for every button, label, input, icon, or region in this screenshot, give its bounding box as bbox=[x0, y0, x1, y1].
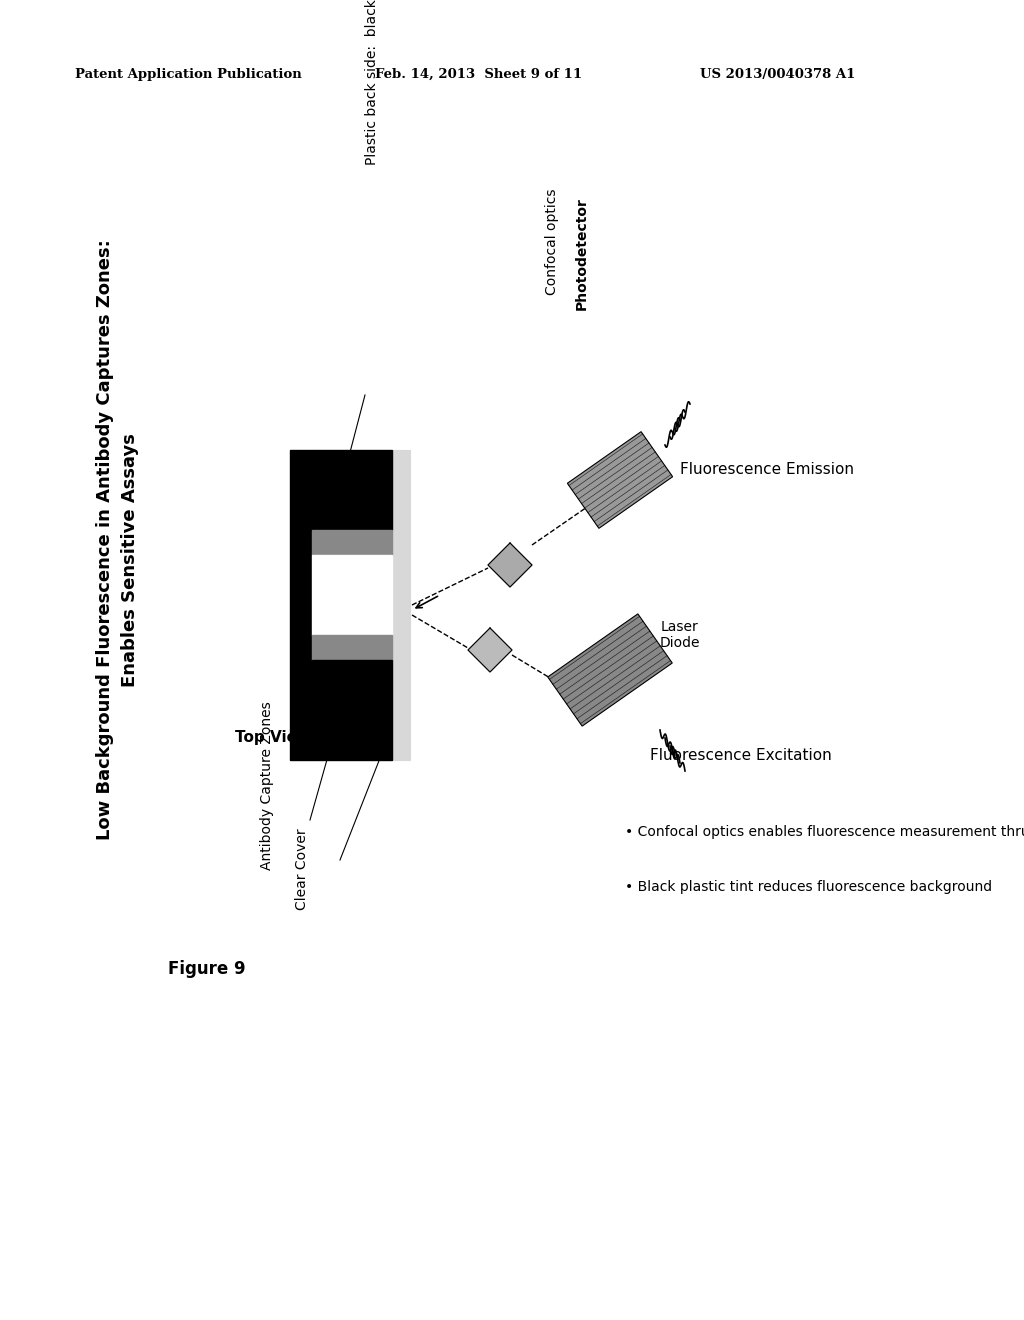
Text: Photodetector: Photodetector bbox=[575, 197, 589, 310]
Text: Fluorescence Emission: Fluorescence Emission bbox=[680, 462, 854, 478]
Bar bbox=[312, 554, 392, 635]
Polygon shape bbox=[567, 432, 673, 528]
Bar bbox=[312, 531, 392, 554]
Polygon shape bbox=[548, 614, 673, 726]
Text: Confocal optics: Confocal optics bbox=[545, 189, 559, 294]
Text: US 2013/0040378 A1: US 2013/0040378 A1 bbox=[700, 69, 855, 81]
Bar bbox=[312, 450, 392, 531]
Bar bbox=[290, 450, 312, 760]
Bar bbox=[392, 450, 410, 760]
Text: Feb. 14, 2013  Sheet 9 of 11: Feb. 14, 2013 Sheet 9 of 11 bbox=[375, 69, 582, 81]
Bar bbox=[312, 635, 392, 660]
Text: Clear Cover: Clear Cover bbox=[295, 829, 309, 909]
Text: Low Background Fluorescence in Antibody Captures Zones:: Low Background Fluorescence in Antibody … bbox=[96, 240, 114, 841]
Text: Laser
Diode: Laser Diode bbox=[659, 620, 700, 651]
Text: • Black plastic tint reduces fluorescence background: • Black plastic tint reduces fluorescenc… bbox=[625, 880, 992, 894]
Polygon shape bbox=[488, 543, 532, 587]
Text: Plastic back side:  black tint: Plastic back side: black tint bbox=[365, 0, 379, 165]
Text: Figure 9: Figure 9 bbox=[168, 960, 246, 978]
Text: Top View: Top View bbox=[234, 730, 311, 744]
Bar bbox=[312, 660, 392, 760]
Text: Antibody Capture Zones: Antibody Capture Zones bbox=[260, 701, 274, 870]
Text: • Confocal optics enables fluorescence measurement thru clear cover: • Confocal optics enables fluorescence m… bbox=[625, 825, 1024, 840]
Text: Enables Sensitive Assays: Enables Sensitive Assays bbox=[121, 433, 139, 686]
Text: Patent Application Publication: Patent Application Publication bbox=[75, 69, 302, 81]
Polygon shape bbox=[468, 628, 512, 672]
Text: Fluorescence Excitation: Fluorescence Excitation bbox=[650, 747, 831, 763]
